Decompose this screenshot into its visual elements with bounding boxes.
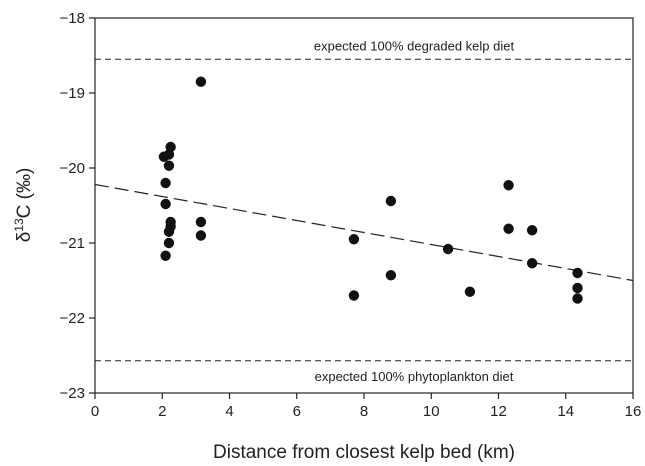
data-point (160, 177, 171, 189)
y-tick-label: −23 (60, 385, 85, 402)
x-tick-label: 2 (158, 403, 166, 420)
data-point (503, 223, 514, 234)
data-point (503, 180, 514, 191)
y-axis-superscript: 13 (12, 218, 26, 232)
data-point (165, 141, 176, 153)
x-tick-label: 4 (225, 403, 233, 420)
reference-lines: expected 100% degraded kelp diet expecte… (95, 38, 633, 384)
data-point (526, 258, 538, 269)
trend-line (94, 183, 634, 282)
y-tick-label: −18 (60, 10, 85, 27)
data-point (348, 234, 360, 245)
x-tick-label: 12 (490, 403, 507, 420)
data-point (195, 216, 207, 228)
y-axis-title-rest: C (‰) (14, 168, 35, 219)
y-tick-label: −21 (60, 235, 85, 252)
data-point (160, 250, 171, 261)
plot-frame (94, 17, 634, 394)
y-tick-label: −19 (60, 85, 85, 102)
data-point (572, 282, 583, 294)
y-axis: −18 −19 −20 −21 −22 −23 (60, 10, 95, 402)
x-tick-label: 8 (360, 403, 368, 420)
reference-label-degraded-kelp: expected 100% degraded kelp diet (314, 38, 515, 53)
data-point (526, 225, 538, 236)
reference-label-phytoplankton: expected 100% phytoplankton diet (315, 369, 514, 384)
y-tick-label: −20 (60, 160, 85, 177)
data-points (158, 76, 583, 304)
data-point (348, 290, 360, 301)
x-axis: 0 2 4 6 8 10 12 14 16 (91, 393, 642, 420)
x-axis-title: Distance from closest kelp bed (km) (213, 442, 515, 463)
data-point (572, 293, 583, 304)
y-axis-title: δ13C (‰) (12, 168, 35, 243)
data-point (572, 267, 583, 279)
x-tick-label: 16 (625, 403, 642, 420)
y-tick-label: −22 (60, 310, 85, 327)
data-point (195, 76, 207, 87)
data-point (160, 198, 171, 210)
data-point (464, 286, 476, 297)
data-point (442, 243, 454, 255)
x-tick-label: 14 (557, 403, 574, 420)
data-point (163, 226, 175, 237)
x-tick-label: 0 (91, 403, 99, 420)
data-point (195, 230, 207, 241)
data-point (163, 237, 175, 249)
data-point (163, 160, 175, 171)
data-point (385, 270, 397, 281)
x-tick-label: 10 (423, 403, 440, 420)
data-point (385, 195, 397, 207)
x-tick-label: 6 (293, 403, 301, 420)
